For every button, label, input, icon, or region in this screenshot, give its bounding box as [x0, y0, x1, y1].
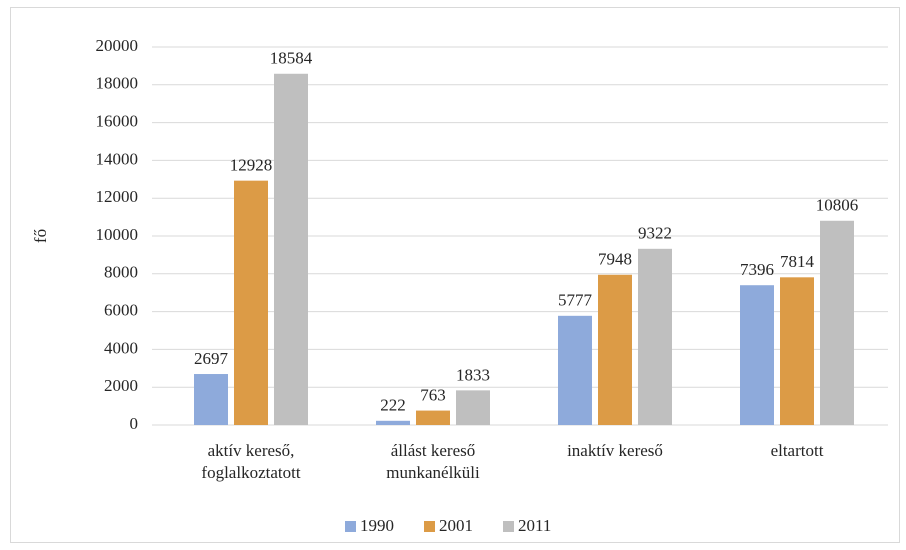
y-tick-label: 4000	[104, 338, 138, 357]
x-tick-label: inaktív kereső	[567, 441, 663, 460]
y-tick-label: 2000	[104, 376, 138, 395]
data-label: 763	[420, 385, 446, 404]
data-label: 1833	[456, 365, 490, 384]
y-tick-label: 10000	[96, 225, 139, 244]
bar	[274, 73, 308, 426]
x-tick-label: állást kereső munkanélküli	[386, 441, 480, 482]
bar	[780, 277, 814, 425]
bar	[820, 220, 854, 425]
data-label: 9322	[638, 224, 672, 243]
bar	[456, 390, 490, 425]
legend-swatch	[503, 521, 514, 532]
data-label: 12928	[230, 156, 273, 175]
y-axis-label: fő	[31, 229, 50, 243]
y-tick-label: 20000	[96, 36, 139, 55]
y-tick-label: 0	[130, 414, 139, 433]
data-label: 7396	[740, 260, 774, 279]
data-label: 7814	[780, 252, 815, 271]
y-tick-label: 14000	[96, 149, 139, 168]
bar	[598, 274, 632, 425]
legend-label: 2001	[439, 516, 473, 535]
y-tick-label: 6000	[104, 301, 138, 320]
bar	[376, 420, 410, 425]
x-tick-label: eltartott	[770, 441, 824, 460]
bar	[638, 248, 672, 425]
y-tick-label: 12000	[96, 187, 139, 206]
legend-label: 2011	[518, 516, 551, 535]
y-tick-label: 16000	[96, 112, 139, 131]
y-tick-label: 18000	[96, 74, 139, 93]
legend-swatch	[345, 521, 356, 532]
data-label: 2697	[194, 349, 229, 368]
data-label: 7948	[598, 250, 632, 269]
bar	[234, 180, 268, 425]
data-label: 5777	[558, 291, 593, 310]
data-label: 18584	[270, 49, 313, 68]
chart-border	[10, 7, 900, 543]
data-label: 222	[380, 396, 406, 415]
bar	[194, 374, 228, 425]
bar	[740, 285, 774, 425]
y-tick-label: 8000	[104, 263, 138, 282]
bar	[416, 410, 450, 425]
legend-label: 1990	[360, 516, 394, 535]
legend-swatch	[424, 521, 435, 532]
x-tick-label: aktív kereső, foglalkoztatott	[201, 441, 301, 482]
bar	[558, 315, 592, 425]
data-label: 10806	[816, 196, 859, 215]
